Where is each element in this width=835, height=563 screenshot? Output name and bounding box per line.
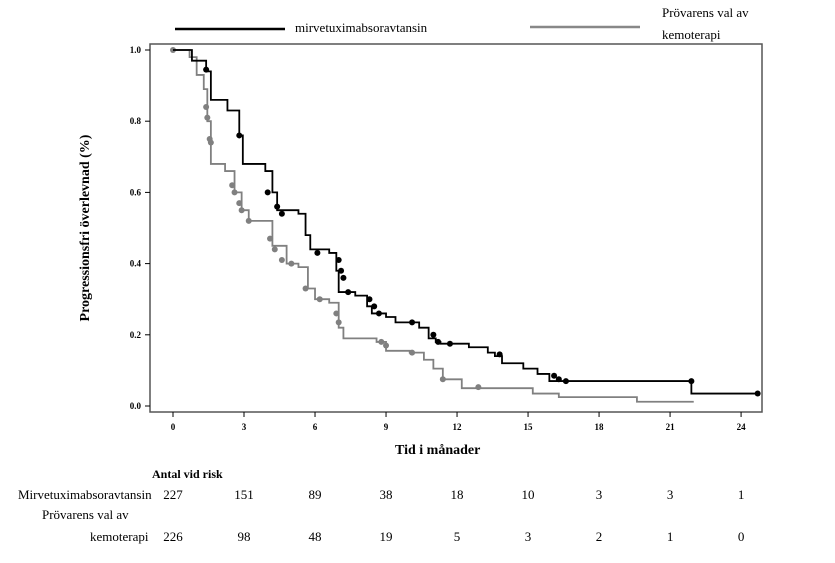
censor-mark [267,235,274,242]
x-tick-label: 18 [595,422,605,432]
censor-mark [207,139,214,146]
censor-mark [274,203,281,210]
risk-value: 5 [453,529,461,544]
risk-value: 98 [237,529,251,544]
risk-value: 3 [595,487,603,502]
censor-mark [371,303,378,310]
y-tick-label: 0.6 [130,187,142,197]
risk-value: 3 [524,529,532,544]
risk-row-label-chemo-1: Prövarens val av [42,507,129,522]
y-tick-label: 0.0 [130,401,142,411]
plot-frame [149,43,763,413]
risk-value: 3 [666,487,674,502]
x-tick-label: 12 [453,422,463,432]
km-curve-chemo [173,49,694,403]
censor-mark [340,274,347,281]
x-tick-label: 15 [524,422,534,432]
censor-mark [439,376,446,383]
censor-mark [231,189,238,196]
censor-mark [271,246,278,253]
risk-value: 1 [737,487,745,502]
censor-mark [378,338,385,345]
censor-mark [278,210,285,217]
censor-mark [229,182,236,189]
legend-label-mirv: mirvetuximabsoravtansin [295,20,428,35]
risk-table-title: Antal vid risk [152,467,223,481]
y-tick-label: 1.0 [130,45,142,55]
censor-mark [338,267,345,274]
risk-value: 0 [737,529,745,544]
censor-mark [288,260,295,267]
censor-mark [335,257,342,264]
censor-mark [551,372,558,379]
censor-mark [435,338,442,345]
x-axis-label: Tid i månader [395,443,481,458]
risk-value: 1 [666,529,674,544]
risk-value: 38 [379,487,393,502]
y-tick-label: 0.2 [130,330,142,340]
risk-value: 151 [234,487,254,502]
censor-mark [278,257,285,264]
censor-mark [333,310,340,317]
risk-value: 10 [521,487,535,502]
censor-mark [754,390,761,397]
risk-value: 19 [379,529,393,544]
risk-value: 226 [163,529,183,544]
x-tick-label: 21 [666,422,676,432]
censor-mark [562,378,569,385]
risk-row-label-mirv: Mirvetuximabsoravtansin [18,487,152,502]
censor-mark [555,376,562,383]
censor-mark [335,319,342,326]
censor-mark [375,310,382,317]
censor-mark [430,331,437,338]
risk-value: 18 [450,487,464,502]
x-tick-label: 0 [171,422,176,432]
x-tick-label: 3 [242,422,247,432]
censor-mark [203,103,210,110]
censor-mark [496,351,503,358]
censor-mark [366,296,373,303]
x-tick-label: 6 [313,422,318,432]
y-tick-label: 0.8 [130,116,142,126]
x-tick-label: 9 [384,422,389,432]
y-axis-label: Progressionsfri överlevnad (%) [78,134,93,322]
censor-mark [688,378,695,385]
censor-mark [409,349,416,356]
risk-value: 48 [308,529,322,544]
risk-value: 89 [308,487,322,502]
censor-mark [314,249,321,256]
censor-mark [475,384,482,391]
y-tick-label: 0.4 [130,259,142,269]
censor-mark [383,342,390,349]
censor-mark [236,200,243,207]
censor-mark [316,296,323,303]
censor-mark [204,114,211,121]
risk-value: 2 [595,529,603,544]
censor-mark [238,207,245,214]
legend-label-chemo: Prövarens val av kemoterapi [662,5,749,42]
censor-mark [264,189,271,196]
x-tick-label: 24 [737,422,747,432]
censor-mark [409,319,416,326]
censor-mark [345,289,352,296]
censor-mark [446,340,453,347]
risk-row-label-chemo-2: kemoterapi [90,529,149,544]
censor-mark [203,66,210,73]
censor-mark [236,132,243,139]
risk-value: 227 [163,487,183,502]
censor-mark [302,285,309,292]
censor-mark [245,217,252,224]
